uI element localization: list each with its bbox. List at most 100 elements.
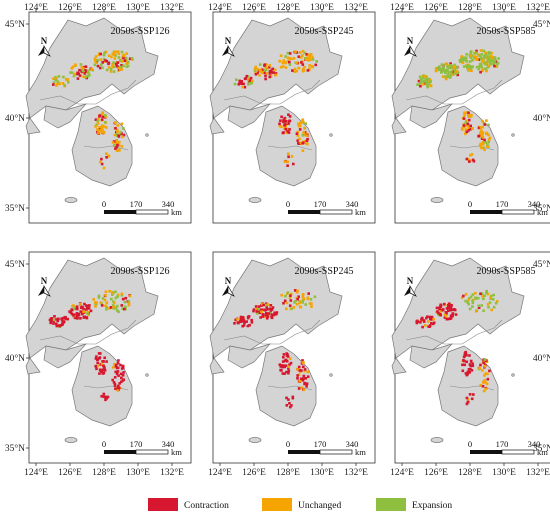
cell-contraction <box>265 313 269 316</box>
scale-label: 170 <box>314 439 327 449</box>
cell-contraction <box>116 143 119 147</box>
cell-contraction <box>104 398 107 402</box>
cell-contraction <box>58 324 62 328</box>
cell-expansion <box>482 54 486 58</box>
cell-unchanged <box>105 126 108 129</box>
cell-unchanged <box>481 143 485 146</box>
cell-contraction <box>451 312 455 315</box>
cell-unchanged <box>444 62 448 65</box>
cell-expansion <box>438 66 441 70</box>
cell-expansion <box>482 297 485 301</box>
cell-contraction <box>70 312 74 316</box>
cell-expansion <box>469 295 473 299</box>
cell-unchanged <box>117 66 120 70</box>
cell-contraction <box>95 355 98 358</box>
cell-expansion <box>471 65 474 68</box>
province-border <box>39 79 137 105</box>
cell-unchanged <box>486 372 489 376</box>
cell-contraction <box>417 79 421 83</box>
cell-expansion <box>80 69 83 72</box>
cell-unchanged <box>278 124 282 128</box>
cell-unchanged <box>308 55 311 59</box>
cell-expansion <box>471 305 474 308</box>
cell-expansion <box>112 70 116 73</box>
cell-contraction <box>263 71 266 75</box>
cell-unchanged <box>99 301 103 304</box>
cell-contraction <box>255 310 258 313</box>
cell-contraction <box>466 370 470 374</box>
cell-contraction <box>250 318 253 322</box>
longitude-label: 132°E <box>344 467 368 478</box>
cell-contraction <box>247 315 251 318</box>
cell-contraction <box>105 156 108 159</box>
cell-expansion <box>447 75 450 79</box>
cell-expansion <box>480 304 483 307</box>
cell-expansion <box>119 59 122 63</box>
scale-unit: km <box>171 447 182 457</box>
cell-unchanged <box>260 310 263 313</box>
cell-contraction <box>116 370 120 373</box>
cell-unchanged <box>251 79 254 83</box>
cell-expansion <box>486 55 489 58</box>
cell-contraction <box>301 63 305 66</box>
cell-expansion <box>315 60 318 63</box>
cell-unchanged <box>302 120 305 124</box>
cell-expansion <box>57 75 61 78</box>
cell-unchanged <box>82 310 85 313</box>
cell-expansion <box>116 295 119 298</box>
scale-label: 340 <box>162 199 175 209</box>
cell-unchanged <box>298 379 301 383</box>
cell-expansion <box>104 114 107 117</box>
scale-bar-segment <box>319 209 353 215</box>
cell-unchanged <box>71 65 75 69</box>
cell-unchanged <box>467 127 471 130</box>
cell-contraction <box>118 382 121 385</box>
cell-expansion <box>304 303 307 306</box>
cell-unchanged <box>114 121 117 124</box>
cell-unchanged <box>113 50 117 54</box>
cell-contraction <box>119 372 123 376</box>
cell-contraction <box>86 305 90 308</box>
cell-contraction <box>264 77 267 81</box>
cell-contraction <box>306 69 310 72</box>
cell-unchanged <box>81 66 85 70</box>
longitude-label: 126°E <box>242 467 266 478</box>
cell-contraction <box>268 70 272 73</box>
cell-contraction <box>304 377 308 380</box>
panel-title: 2050s-SSP585 <box>477 26 536 37</box>
province-border <box>223 319 321 345</box>
cell-unchanged <box>268 64 272 67</box>
cell-unchanged <box>286 56 290 60</box>
cell-expansion <box>96 119 100 122</box>
cell-unchanged <box>487 145 490 148</box>
cell-expansion <box>286 51 290 55</box>
cell-expansion <box>484 67 487 71</box>
north-label: N <box>407 36 414 46</box>
cell-contraction <box>303 368 307 371</box>
cell-expansion <box>284 294 287 298</box>
cell-unchanged <box>102 131 105 134</box>
scale-label: 170 <box>496 439 509 449</box>
cell-contraction <box>99 352 102 355</box>
latitude-label: 35°N <box>5 443 25 454</box>
cell-unchanged <box>466 158 470 161</box>
cell-contraction <box>81 312 84 316</box>
cell-unchanged <box>299 121 302 125</box>
cell-expansion <box>488 301 492 304</box>
cell-expansion <box>485 291 488 295</box>
cell-contraction <box>98 357 101 360</box>
cell-contraction <box>114 127 117 130</box>
cell-contraction <box>421 317 424 320</box>
cell-unchanged <box>90 67 93 71</box>
cell-contraction <box>78 68 81 72</box>
cell-expansion <box>113 65 116 69</box>
cell-contraction <box>430 315 434 319</box>
cell-expansion <box>286 291 290 294</box>
latitude-label: 35°N <box>533 443 550 454</box>
cell-unchanged <box>483 148 486 152</box>
cell-contraction <box>121 365 125 369</box>
cell-expansion <box>492 61 496 65</box>
cell-contraction <box>54 318 58 321</box>
province-border <box>223 79 321 105</box>
cell-contraction <box>278 363 282 366</box>
